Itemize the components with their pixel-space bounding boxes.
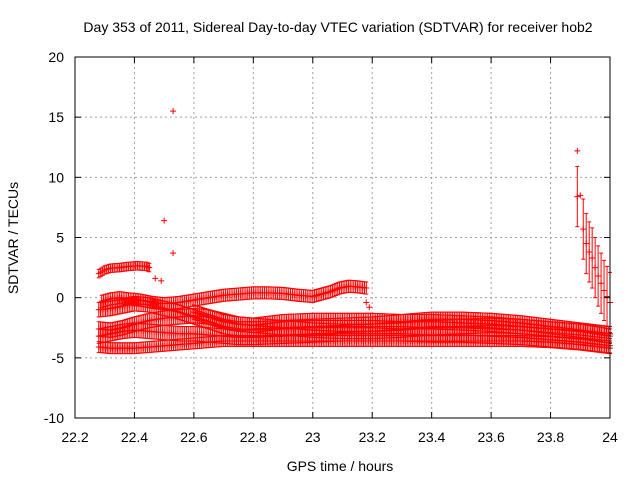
data-point-marker [146,264,153,271]
series-track-1 [95,261,153,279]
grid-lines [75,57,610,418]
data-series [95,108,613,355]
data-point-marker [143,263,150,270]
data-point-marker [363,285,370,292]
series-track-6 [95,335,613,355]
series-track-2 [98,279,370,311]
data-point-marker [144,263,151,270]
